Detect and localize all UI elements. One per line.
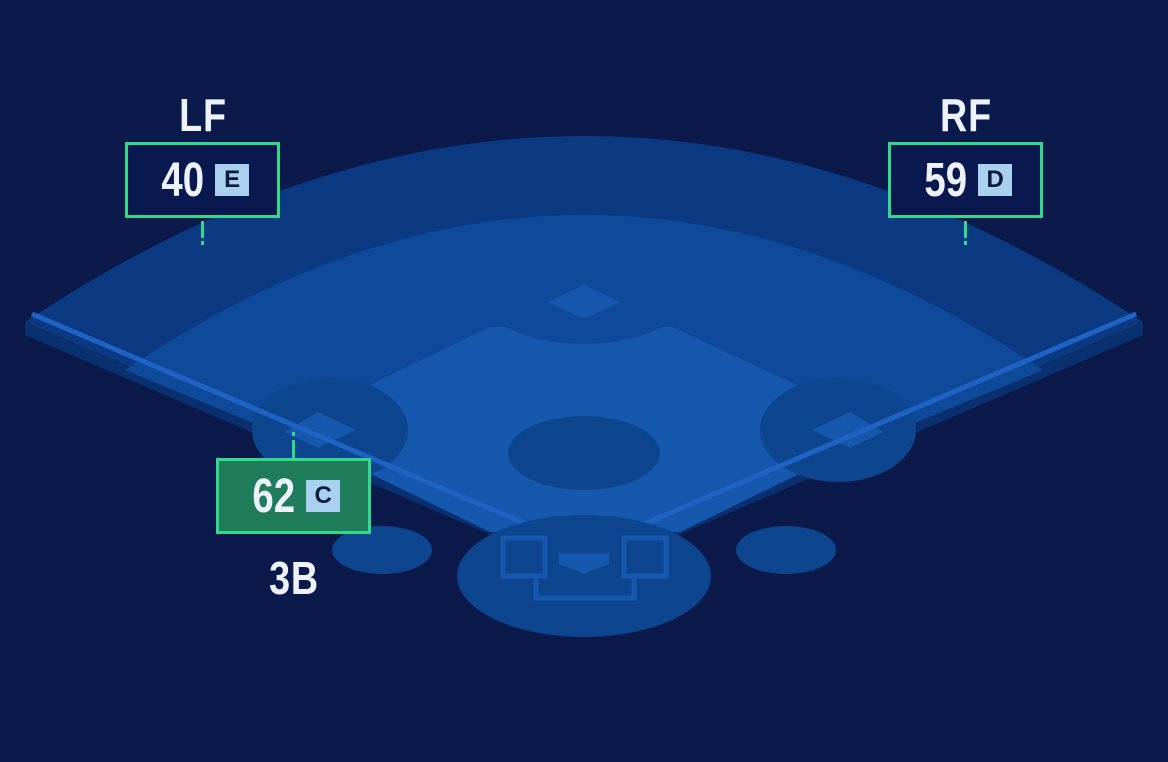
position-score: 62: [252, 469, 295, 523]
home-plate: [559, 553, 609, 574]
position-label-3b: 3B: [269, 552, 319, 604]
position-card-rf[interactable]: 59 D: [888, 142, 1043, 218]
batters-boxes: [500, 535, 669, 601]
position-card-lf[interactable]: 40 E: [125, 142, 280, 218]
grade-badge: C: [306, 480, 341, 512]
first-base: [812, 412, 883, 448]
position-card-3b[interactable]: 62 C: [216, 458, 371, 534]
grade-badge: E: [215, 164, 250, 196]
position-score: 59: [924, 153, 967, 207]
connector-line: [964, 221, 967, 238]
position-label-lf: LF: [179, 89, 227, 141]
position-label-rf: RF: [940, 89, 992, 141]
on-deck-circle-right: [736, 526, 836, 574]
connector-dot: [201, 241, 204, 245]
position-score: 40: [161, 153, 204, 207]
pitchers-mound: [508, 416, 660, 490]
third-base: [285, 412, 356, 448]
right-foul-line: [629, 311, 1137, 533]
connector-dot: [964, 241, 967, 245]
on-deck-circle-left: [332, 526, 432, 574]
home-plate-dirt: [457, 515, 711, 637]
left-foul-line: [31, 311, 541, 533]
connector-line: [201, 221, 204, 238]
grade-badge: D: [978, 164, 1013, 196]
connector-dot: [292, 432, 295, 436]
second-base: [548, 285, 620, 319]
connector-line: [292, 440, 295, 459]
